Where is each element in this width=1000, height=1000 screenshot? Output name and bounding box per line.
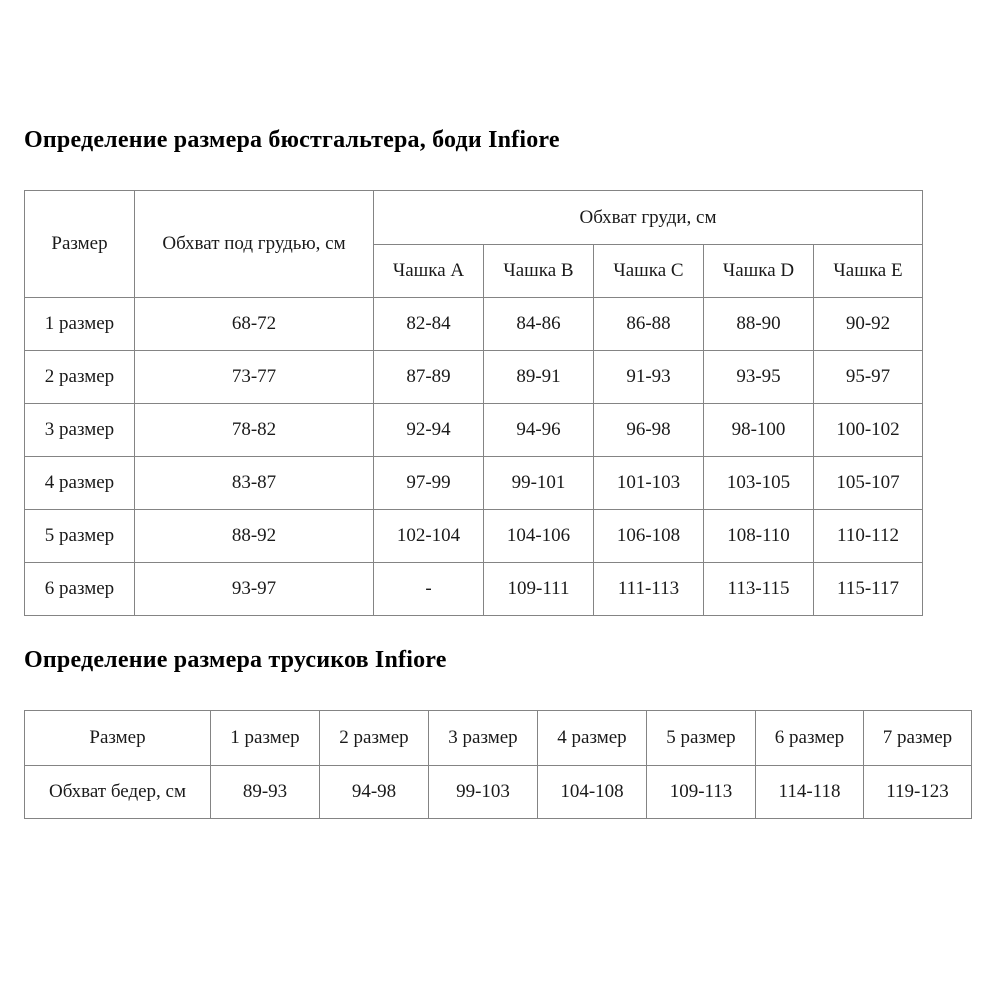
size-cell: 5 размер <box>24 509 135 563</box>
cup-value-cell: 94-96 <box>483 403 594 457</box>
cup-value-cell: 93-95 <box>703 350 814 404</box>
bra-table-row: 3 размер 78-82 92-94 94-96 96-98 98-100 … <box>24 403 923 457</box>
cup-value-cell: 99-101 <box>483 456 594 510</box>
cup-value-cell: 111-113 <box>593 562 704 616</box>
bra-table-row: 6 размер 93-97 - 109-111 111-113 113-115… <box>24 562 923 616</box>
cup-value-cell: 82-84 <box>373 297 484 351</box>
cup-value-cell: 101-103 <box>593 456 704 510</box>
cup-value-cell: 86-88 <box>593 297 704 351</box>
size-cell: 6 размер <box>24 562 135 616</box>
cup-value-cell: 92-94 <box>373 403 484 457</box>
hips-row-label: Обхват бедер, см <box>24 765 211 819</box>
bra-header-cup-c: Чашка C <box>593 244 704 298</box>
size-cell: 2 размер <box>24 350 135 404</box>
bra-size-table: Размер Обхват под грудью, см Обхват груд… <box>24 190 923 616</box>
panties-size-col: 6 размер <box>755 710 864 766</box>
cup-value-cell: 97-99 <box>373 456 484 510</box>
hips-value-cell: 99-103 <box>428 765 538 819</box>
cup-value-cell: 110-112 <box>813 509 923 563</box>
hips-value-cell: 94-98 <box>319 765 429 819</box>
bra-header-bust-group: Обхват груди, см <box>373 190 923 245</box>
bra-table-row: 4 размер 83-87 97-99 99-101 101-103 103-… <box>24 456 923 510</box>
cup-value-cell: 89-91 <box>483 350 594 404</box>
size-cell: 3 размер <box>24 403 135 457</box>
size-cell: 4 размер <box>24 456 135 510</box>
hips-value-cell: 114-118 <box>755 765 864 819</box>
cup-value-cell: 113-115 <box>703 562 814 616</box>
cup-value-cell: 98-100 <box>703 403 814 457</box>
cup-value-cell: 106-108 <box>593 509 704 563</box>
cup-value-cell: 96-98 <box>593 403 704 457</box>
underbust-cell: 68-72 <box>134 297 374 351</box>
hips-value-cell: 104-108 <box>537 765 647 819</box>
size-cell: 1 размер <box>24 297 135 351</box>
bra-header-cup-d: Чашка D <box>703 244 814 298</box>
panties-section-title: Определение размера трусиков Infiore <box>24 647 447 673</box>
panties-size-col: 2 размер <box>319 710 429 766</box>
panties-size-col: 1 размер <box>210 710 320 766</box>
cup-value-cell: 100-102 <box>813 403 923 457</box>
cup-value-cell: 104-106 <box>483 509 594 563</box>
hips-value-cell: 109-113 <box>646 765 756 819</box>
underbust-cell: 78-82 <box>134 403 374 457</box>
bra-header-size: Размер <box>24 190 135 298</box>
panties-size-col: 7 размер <box>863 710 972 766</box>
underbust-cell: 93-97 <box>134 562 374 616</box>
panties-size-col: 3 размер <box>428 710 538 766</box>
cup-value-cell: 108-110 <box>703 509 814 563</box>
cup-value-cell: 84-86 <box>483 297 594 351</box>
panties-size-col: 4 размер <box>537 710 647 766</box>
cup-value-cell: 88-90 <box>703 297 814 351</box>
cup-value-cell: 90-92 <box>813 297 923 351</box>
underbust-cell: 73-77 <box>134 350 374 404</box>
panties-header-row: Размер 1 размер 2 размер 3 размер 4 разм… <box>24 710 972 766</box>
bra-header-cup-e: Чашка E <box>813 244 923 298</box>
hips-value-cell: 89-93 <box>210 765 320 819</box>
bra-header-row-cups: Чашка A Чашка B Чашка C Чашка D Чашка E <box>25 244 923 298</box>
cup-value-cell: 95-97 <box>813 350 923 404</box>
underbust-cell: 88-92 <box>134 509 374 563</box>
bra-header-cup-a: Чашка A <box>373 244 484 298</box>
panties-size-col: 5 размер <box>646 710 756 766</box>
cup-value-cell: - <box>373 562 484 616</box>
cup-value-cell: 91-93 <box>593 350 704 404</box>
bra-section-title: Определение размера бюстгальтера, боди I… <box>24 127 560 153</box>
bra-table-row: 5 размер 88-92 102-104 104-106 106-108 1… <box>24 509 923 563</box>
bra-table-row: 2 размер 73-77 87-89 89-91 91-93 93-95 9… <box>24 350 923 404</box>
cup-value-cell: 109-111 <box>483 562 594 616</box>
bra-header-row-group: Размер Обхват под грудью, см Обхват груд… <box>24 190 923 298</box>
underbust-cell: 83-87 <box>134 456 374 510</box>
panties-header-size: Размер <box>24 710 211 766</box>
bra-header-underbust: Обхват под грудью, см <box>134 190 374 298</box>
panties-hips-row: Обхват бедер, см 89-93 94-98 99-103 104-… <box>24 765 972 819</box>
cup-value-cell: 102-104 <box>373 509 484 563</box>
cup-value-cell: 103-105 <box>703 456 814 510</box>
bra-table-row: 1 размер 68-72 82-84 84-86 86-88 88-90 9… <box>24 297 923 351</box>
hips-value-cell: 119-123 <box>863 765 972 819</box>
bra-header-cup-b: Чашка B <box>483 244 594 298</box>
cup-value-cell: 105-107 <box>813 456 923 510</box>
panties-size-table: Размер 1 размер 2 размер 3 размер 4 разм… <box>24 710 972 819</box>
cup-value-cell: 87-89 <box>373 350 484 404</box>
cup-value-cell: 115-117 <box>813 562 923 616</box>
